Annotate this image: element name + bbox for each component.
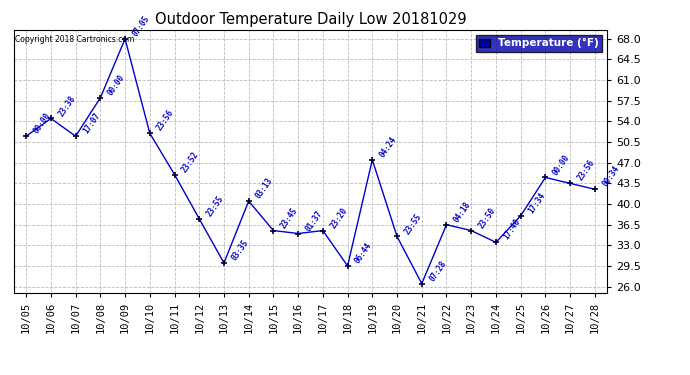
- Text: 04:24: 04:24: [378, 135, 399, 159]
- Text: 00:00: 00:00: [32, 111, 52, 135]
- Text: 03:13: 03:13: [254, 176, 275, 200]
- Text: 01:37: 01:37: [304, 209, 324, 233]
- Text: 17:07: 17:07: [81, 111, 102, 135]
- Legend: Temperature (°F): Temperature (°F): [476, 35, 602, 51]
- Text: 06:44: 06:44: [353, 241, 374, 265]
- Text: 23:38: 23:38: [57, 94, 77, 118]
- Text: 00:34: 00:34: [600, 164, 621, 189]
- Text: 17:40: 17:40: [502, 217, 522, 242]
- Text: 23:52: 23:52: [180, 150, 201, 174]
- Title: Outdoor Temperature Daily Low 20181029: Outdoor Temperature Daily Low 20181029: [155, 12, 466, 27]
- Text: 23:56: 23:56: [155, 108, 176, 132]
- Text: 00:00: 00:00: [106, 73, 126, 97]
- Text: 23:50: 23:50: [477, 206, 497, 230]
- Text: 07:28: 07:28: [427, 259, 448, 283]
- Text: 07:05: 07:05: [130, 14, 151, 38]
- Text: 23:55: 23:55: [205, 194, 226, 218]
- Text: 23:20: 23:20: [328, 206, 349, 230]
- Text: 03:35: 03:35: [230, 238, 250, 262]
- Text: 23:45: 23:45: [279, 206, 299, 230]
- Text: 00:00: 00:00: [551, 153, 571, 177]
- Text: 23:56: 23:56: [575, 159, 596, 183]
- Text: 17:34: 17:34: [526, 191, 547, 215]
- Text: 04:18: 04:18: [452, 200, 473, 224]
- Text: Copyright 2018 Cartronics.com: Copyright 2018 Cartronics.com: [15, 35, 135, 44]
- Text: 23:55: 23:55: [402, 211, 423, 236]
